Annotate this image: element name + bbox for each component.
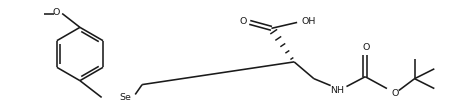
Text: OH: OH	[302, 17, 316, 26]
Text: O: O	[391, 89, 398, 98]
Text: O: O	[239, 17, 246, 26]
Text: O: O	[363, 43, 370, 52]
Text: Se: Se	[120, 93, 131, 102]
Text: NH: NH	[331, 86, 344, 95]
Text: O: O	[53, 8, 60, 17]
